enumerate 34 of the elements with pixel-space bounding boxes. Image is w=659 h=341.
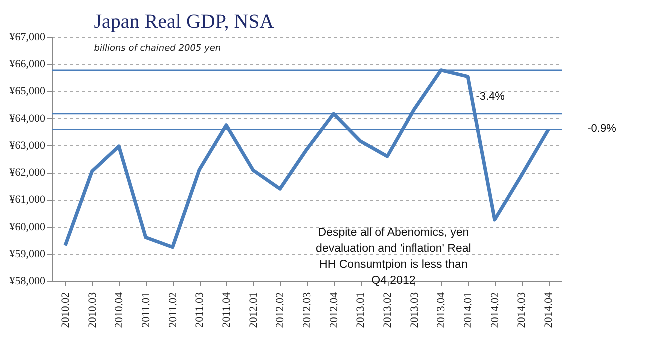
y-tick-label: ¥66,000 [10,58,46,71]
x-tick-label: 2011.02 [167,292,180,328]
x-tick-label: 2013.02 [382,292,394,328]
y-tick-label: ¥58,000 [10,276,46,288]
x-tick-label: 2014.02 [489,292,502,328]
y-tick-label: ¥62,000 [10,167,46,180]
y-tick-label: ¥59,000 [10,248,46,260]
x-tick-label: 2012.02 [274,292,287,328]
y-tick-label: ¥63,000 [10,140,46,152]
y-tick-label: ¥64,000 [10,112,46,125]
y-tick-label: ¥65,000 [10,86,46,98]
text: billions of chained 2005 yen [94,44,222,54]
x-tick-label: 2011.01 [140,292,152,328]
x-tick-label: 2010.03 [86,292,99,328]
x-tick-label: 2013.03 [408,292,421,328]
chart-title: Japan Real GDP, NSA [94,11,275,33]
x-tick-label: 2014.03 [516,292,528,328]
text: -0.9% [588,123,617,135]
y-tick-label: ¥60,000 [10,221,46,234]
x-tick-label: 2014.04 [543,292,556,328]
x-tick-label: 2010.02 [60,292,72,328]
annotation: -3.4% [476,91,506,103]
x-tick-label: 2012.01 [248,292,260,328]
x-tick-label: 2012.04 [328,292,340,328]
x-tick-label: 2011.04 [220,292,233,328]
y-tick-label: ¥67,000 [10,32,46,44]
y-tick-label: ¥61,000 [10,194,46,206]
x-tick-label: 2014.01 [462,292,475,328]
annotation: Despite all of Abenomics, yen devaluation and 'inflation' Real HH Consumtpion is less than Q4 2012 [316,227,472,287]
x-tick-label: 2013.01 [355,292,368,328]
x-tick-label: 2012.03 [302,292,314,328]
x-tick-label: 2010.04 [114,292,126,328]
x-tick-label: 2011.03 [194,292,206,328]
x-tick-label: 2013.04 [436,292,448,328]
